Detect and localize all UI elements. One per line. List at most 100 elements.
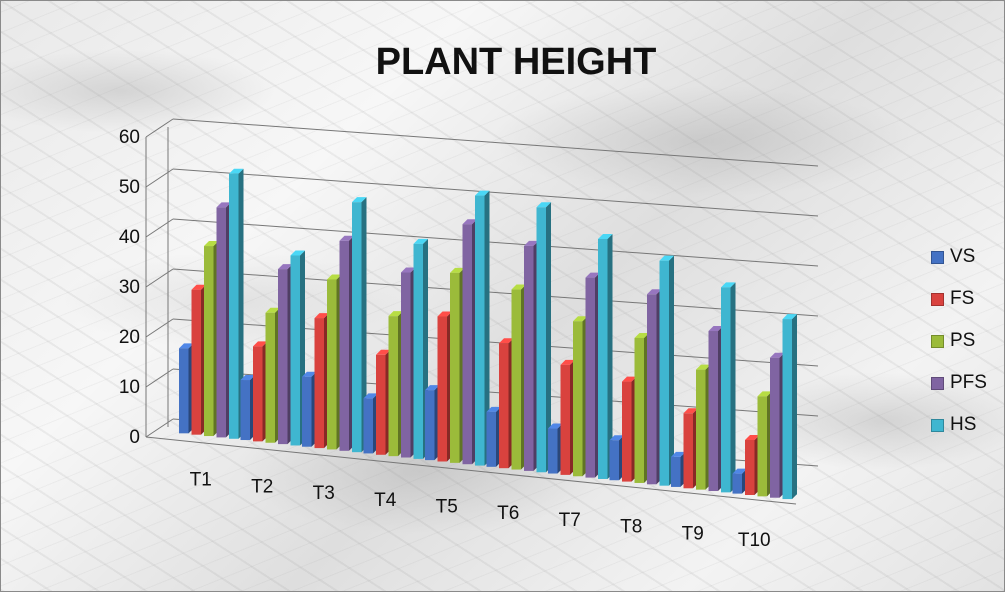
bar-top xyxy=(782,314,797,320)
bar-top xyxy=(179,343,194,349)
side-gridline xyxy=(145,168,174,188)
legend-label: PFS xyxy=(950,372,987,393)
bar-T5-PFS xyxy=(462,224,472,465)
bar-T3-PFS xyxy=(339,240,349,451)
legend-label: VS xyxy=(950,246,976,267)
legend-label: HS xyxy=(950,414,977,435)
legend-item: FS xyxy=(931,278,987,320)
bar-top xyxy=(671,451,686,457)
bar-top xyxy=(191,284,206,290)
bar-T9-HS xyxy=(721,287,731,493)
bar-T4-PFS xyxy=(401,272,411,458)
x-tick-label: T5 xyxy=(436,496,458,517)
legend-swatch xyxy=(931,334,944,348)
legend-swatch xyxy=(931,292,944,306)
bar-T3-HS xyxy=(352,202,362,453)
bar-T10-PS xyxy=(757,396,767,497)
side-gridline xyxy=(145,318,174,338)
bar-T9-PFS xyxy=(708,331,718,492)
bar-T8-FS xyxy=(622,381,632,482)
bar-top xyxy=(229,168,244,174)
bar-T9-FS xyxy=(683,413,693,489)
bar-T4-PS xyxy=(388,316,398,457)
bar-top xyxy=(745,434,760,440)
bar-side xyxy=(484,190,490,466)
bar-T2-VS xyxy=(240,380,250,441)
bar-top xyxy=(216,202,231,208)
bar-T4-FS xyxy=(376,354,386,455)
chart-title: PLANT HEIGHT xyxy=(375,41,657,83)
bar-T1-HS xyxy=(229,173,239,439)
bar-T9-VS xyxy=(671,456,681,487)
legend-item: PS xyxy=(931,320,987,362)
x-tick-label: T2 xyxy=(251,476,273,497)
bar-side xyxy=(361,197,367,453)
side-gridline xyxy=(145,218,174,238)
bar-top xyxy=(265,307,280,313)
bar-side xyxy=(546,202,551,473)
back-wall xyxy=(151,96,173,431)
gridline xyxy=(172,168,819,217)
bar-T5-FS xyxy=(437,316,447,462)
bar-T7-PS xyxy=(573,321,583,477)
bar-T2-PS xyxy=(265,312,275,443)
bar-top xyxy=(696,364,711,370)
bar-top xyxy=(401,267,416,273)
x-tick-label: T4 xyxy=(374,490,397,511)
bar-T2-HS xyxy=(290,255,300,446)
bar-top xyxy=(240,375,255,381)
x-tick-label: T8 xyxy=(620,517,642,538)
x-tick-label: T7 xyxy=(559,510,581,531)
bar-side xyxy=(238,168,244,439)
bar-T6-FS xyxy=(499,343,509,469)
bar-top xyxy=(573,316,588,322)
bar-T10-PFS xyxy=(770,357,780,498)
bar-top xyxy=(511,284,526,290)
y-tick-label: 30 xyxy=(119,277,140,298)
bar-T7-VS xyxy=(548,428,558,474)
bar-T8-VS xyxy=(609,440,619,481)
legend-label: PS xyxy=(950,330,976,351)
bar-top xyxy=(634,332,649,338)
bar-T3-FS xyxy=(314,318,324,449)
bar-top xyxy=(450,267,465,273)
y-tick-label: 40 xyxy=(119,227,140,248)
legend-label: FS xyxy=(950,288,975,309)
bar-top xyxy=(659,255,674,261)
x-tick-label: T6 xyxy=(497,503,519,524)
y-tick-label: 50 xyxy=(119,177,140,198)
bar-side xyxy=(792,314,797,500)
bar-top xyxy=(524,240,539,246)
bar-T9-PS xyxy=(696,369,706,490)
bar-T5-VS xyxy=(425,390,435,461)
bar-T6-PS xyxy=(511,289,521,470)
bar-top xyxy=(352,197,367,203)
bar-side xyxy=(607,233,613,479)
bar-T1-FS xyxy=(191,289,201,435)
bar-T3-VS xyxy=(302,376,312,447)
bar-T8-PS xyxy=(634,337,644,483)
legend: VS FS PS PFS HS xyxy=(931,236,987,446)
bar-top xyxy=(339,235,354,241)
bar-T4-VS xyxy=(363,398,373,454)
bar-top xyxy=(622,376,637,382)
bar-T2-PFS xyxy=(278,269,288,445)
bar-top xyxy=(425,385,440,391)
bar-top xyxy=(253,341,268,347)
bar-top xyxy=(560,359,575,365)
bar-top xyxy=(708,326,723,332)
side-gridline xyxy=(145,418,174,438)
bar-top xyxy=(548,423,563,429)
bar-top xyxy=(290,250,305,256)
x-tick-label: T9 xyxy=(682,523,704,544)
x-tick-label: T3 xyxy=(313,483,335,504)
legend-swatch xyxy=(931,418,944,432)
bar-T7-PFS xyxy=(585,277,595,478)
bar-T3-PS xyxy=(327,279,337,450)
bar-top xyxy=(462,219,477,225)
bar-top xyxy=(732,468,747,474)
bar-top xyxy=(413,238,428,244)
legend-item: PFS xyxy=(931,362,987,404)
